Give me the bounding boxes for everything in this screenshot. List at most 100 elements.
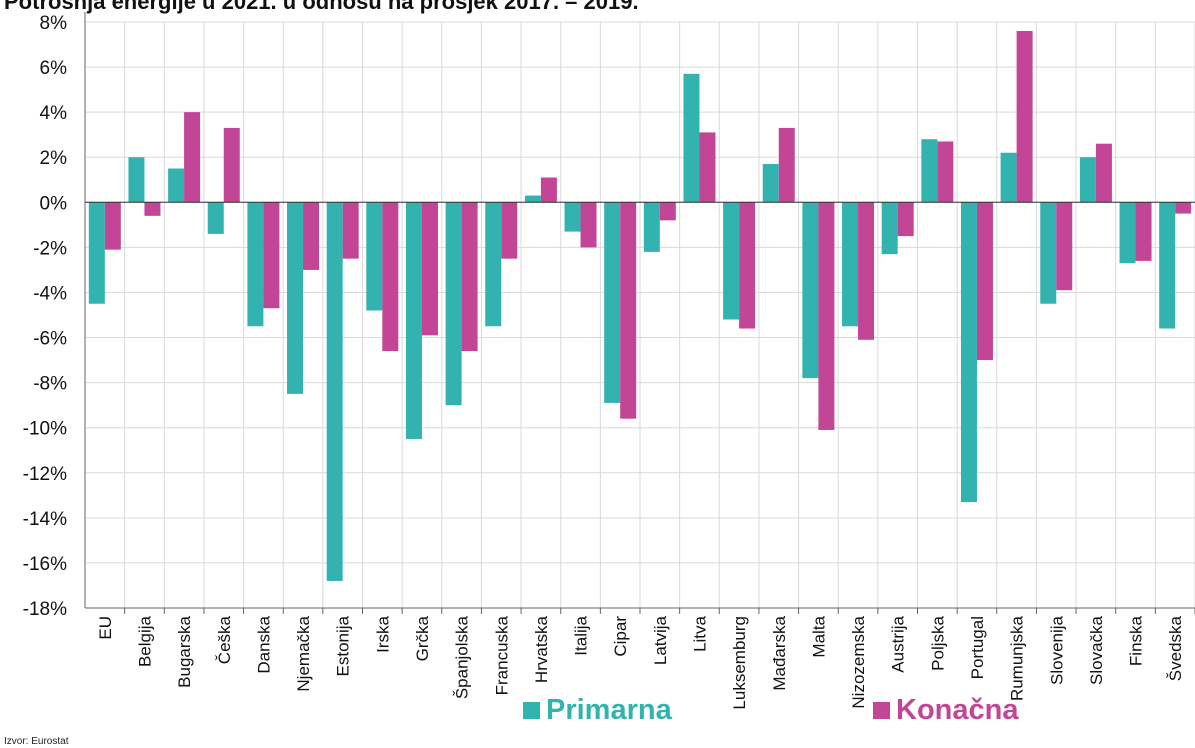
category-label-finska: Finska <box>1127 615 1146 666</box>
y-tick-label: 0% <box>40 193 68 214</box>
category-label-slovacka: Slovačka <box>1087 615 1106 685</box>
category-label-grcka: Grčka <box>413 615 432 661</box>
y-tick-label: -18% <box>23 599 67 620</box>
bar-konacna-litva <box>699 132 716 203</box>
y-tick-label: -2% <box>33 238 67 259</box>
legend-item-konacna: Konačna <box>873 694 1018 727</box>
bar-konacna-francuska <box>501 202 518 259</box>
category-label-eu: EU <box>96 616 115 640</box>
bar-primarna-latvija <box>643 202 660 252</box>
y-axis-ticks: 8% 6% 4% 2% 0% -2% -4% -6% -8% -10% -12% -14% -16% -1… <box>23 13 67 620</box>
category-label-portugal: Portugal <box>968 616 987 679</box>
legend-swatch-primarna <box>523 702 540 719</box>
category-label-estonija: Estonija <box>334 615 353 676</box>
bar-primarna-finska <box>1119 202 1136 264</box>
bar-konacna-nizozemska <box>858 202 875 340</box>
legend-label-primarna: Primarna <box>546 694 672 726</box>
category-label-francuska: Francuska <box>492 615 511 695</box>
category-label-cipar: Cipar <box>611 616 630 657</box>
bar-konacna-austrija <box>897 202 914 237</box>
bar-konacna-malta <box>818 202 835 430</box>
bar-primarna-francuska <box>485 202 502 327</box>
category-label-bugarska: Bugarska <box>175 615 194 687</box>
y-tick-label: -6% <box>33 329 67 350</box>
category-label-ceska: Češka <box>215 615 234 664</box>
bar-konacna-slovenija <box>1056 202 1073 291</box>
y-tick-label: 4% <box>40 103 68 124</box>
bars <box>88 31 1192 581</box>
bar-primarna-slovacka <box>1079 157 1096 203</box>
legend-label-konacna: Konačna <box>896 694 1019 726</box>
category-label-litva: Litva <box>690 615 709 651</box>
bar-konacna-belgija <box>144 202 161 216</box>
bar-konacna-slovacka <box>1095 143 1112 203</box>
y-tick-label: -10% <box>23 419 67 440</box>
category-label-italija: Italija <box>572 615 591 655</box>
legend-swatch-konacna <box>873 702 890 719</box>
bar-primarna-danska <box>247 202 264 327</box>
category-label-svedska: Švedska <box>1166 615 1185 681</box>
y-tick-label: -12% <box>23 464 67 485</box>
bar-konacna-cipar <box>620 202 637 419</box>
bar-primarna-madarska <box>762 163 779 203</box>
bar-konacna-italija <box>580 202 597 248</box>
bar-primarna-irska <box>366 202 383 311</box>
bar-konacna-spanjolska <box>461 202 478 352</box>
bar-primarna-belgija <box>128 157 145 203</box>
grid-lines <box>84 21 1195 609</box>
bar-konacna-irska <box>382 202 399 352</box>
bar-primarna-estonija <box>326 202 343 581</box>
bar-primarna-bugarska <box>168 168 185 203</box>
category-label-slovenija: Slovenija <box>1047 615 1066 685</box>
bar-primarna-svedska <box>1159 202 1176 329</box>
category-labels: EU Belgija Bugarska Češka Danska Njemačka Esto… <box>96 615 1185 709</box>
bar-primarna-nizozemska <box>842 202 859 327</box>
bar-konacna-eu <box>104 202 121 250</box>
bar-konacna-ceska <box>223 127 240 203</box>
y-tick-label: -16% <box>23 554 67 575</box>
bar-konacna-luksemburg <box>739 202 756 329</box>
bar-primarna-luksemburg <box>723 202 740 320</box>
bar-konacna-bugarska <box>184 112 201 203</box>
bar-primarna-njemacka <box>287 202 304 394</box>
category-label-belgija: Belgija <box>135 615 154 667</box>
bar-konacna-svedska <box>1175 202 1192 214</box>
y-tick-label: 8% <box>40 13 68 34</box>
axes <box>84 12 1195 614</box>
category-label-danska: Danska <box>254 615 273 673</box>
bar-primarna-ceska <box>207 202 224 234</box>
bar-primarna-rumunjska <box>1000 152 1017 203</box>
category-label-nizozemska: Nizozemska <box>849 615 868 708</box>
category-label-austrija: Austrija <box>889 615 908 672</box>
bar-primarna-litva <box>683 73 700 203</box>
category-label-luksemburg: Luksemburg <box>730 616 749 710</box>
y-tick-label: -4% <box>33 283 67 304</box>
category-label-latvija: Latvija <box>651 615 670 665</box>
bar-konacna-grcka <box>421 202 438 336</box>
bar-primarna-poljska <box>921 139 938 203</box>
category-label-malta: Malta <box>809 615 828 657</box>
y-tick-label: -8% <box>33 374 67 395</box>
y-tick-label: 6% <box>40 58 68 79</box>
bar-konacna-finska <box>1135 202 1152 261</box>
category-label-hrvatska: Hrvatska <box>532 615 551 683</box>
bar-primarna-grcka <box>405 202 422 439</box>
bar-konacna-portugal <box>976 202 993 361</box>
category-label-spanjolska: Španjolska <box>453 615 472 699</box>
y-tick-label: 2% <box>40 148 68 169</box>
category-label-njemacka: Njemačka <box>294 615 313 691</box>
bar-primarna-slovenija <box>1040 202 1057 304</box>
category-label-rumunjska: Rumunjska <box>1008 615 1027 701</box>
bar-konacna-madarska <box>778 127 795 203</box>
source-note: Izvor: Eurostat <box>4 736 69 747</box>
y-tick-label: -14% <box>23 509 67 530</box>
bar-primarna-portugal <box>960 202 977 503</box>
bar-primarna-italija <box>564 202 581 232</box>
category-label-irska: Irska <box>373 615 392 652</box>
bar-konacna-hrvatska <box>540 177 557 203</box>
bar-primarna-malta <box>802 202 819 379</box>
bar-konacna-latvija <box>659 202 676 221</box>
bar-primarna-eu <box>88 202 105 304</box>
bar-primarna-cipar <box>604 202 621 403</box>
